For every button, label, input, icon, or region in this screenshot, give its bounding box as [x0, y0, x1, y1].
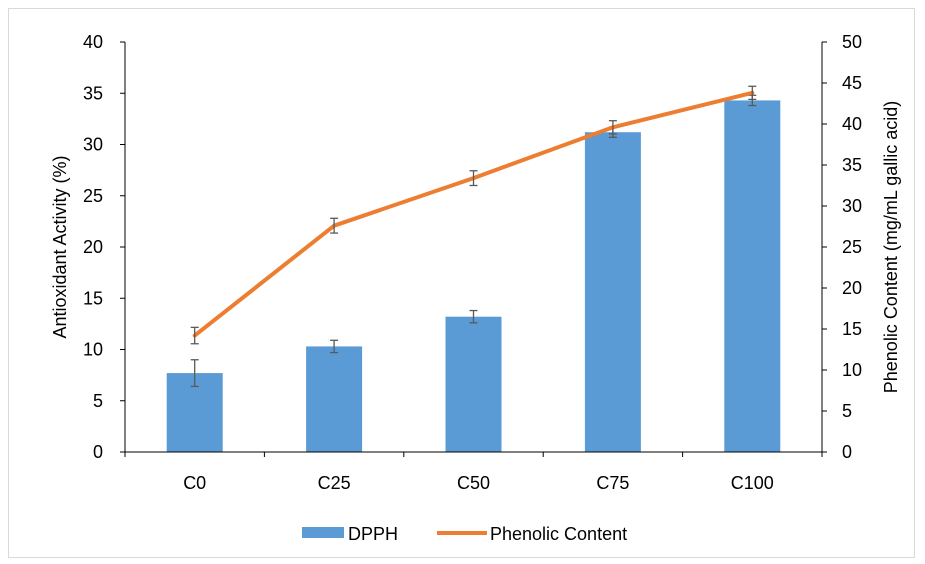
phenolic-line [192, 90, 755, 338]
left-axis-ticks: 0 5 10 15 20 25 30 35 40 [83, 32, 125, 462]
right-tick-label: 50 [842, 32, 862, 52]
bar-c25 [306, 346, 363, 452]
bar-c75 [584, 132, 641, 452]
right-axis-title: Phenolic Content (mg/mL gallic acid) [881, 101, 901, 393]
right-tick-label: 30 [842, 196, 862, 216]
bar-error-c0 [190, 359, 199, 388]
line-error-c75 [608, 120, 617, 135]
category-label: C75 [596, 473, 629, 493]
left-tick-label: 30 [83, 135, 103, 155]
right-tick-label: 0 [842, 442, 852, 462]
legend: DPPH Phenolic Content [302, 524, 627, 544]
line-error-c0 [190, 326, 199, 345]
bar-c50 [445, 316, 502, 452]
legend-label-dpph: DPPH [348, 524, 398, 544]
bar-error-c50 [469, 309, 478, 324]
left-tick-label: 40 [83, 32, 103, 52]
right-tick-label: 45 [842, 73, 862, 93]
left-tick-label: 35 [83, 83, 103, 103]
category-label: C100 [731, 473, 774, 493]
category-labels: C0 C25 C50 C75 C100 [124, 452, 823, 493]
left-tick-label: 10 [83, 340, 103, 360]
line-error-c25 [330, 217, 339, 234]
left-axis-title: Antioxidant Activity (%) [50, 155, 70, 338]
right-tick-label: 25 [842, 237, 862, 257]
category-label: C50 [457, 473, 490, 493]
legend-label-phenolic: Phenolic Content [490, 524, 627, 544]
right-tick-label: 20 [842, 278, 862, 298]
left-tick-label: 25 [83, 186, 103, 206]
right-tick-label: 15 [842, 319, 862, 339]
left-tick-label: 15 [83, 288, 103, 308]
bar-c100 [724, 100, 781, 453]
left-tick-label: 5 [93, 391, 103, 411]
right-axis-ticks: 0 5 10 15 20 25 30 35 40 45 50 [822, 32, 862, 462]
right-tick-label: 40 [842, 114, 862, 134]
category-label: C25 [318, 473, 351, 493]
left-tick-label: 20 [83, 237, 103, 257]
right-tick-label: 5 [842, 401, 852, 421]
right-tick-label: 35 [842, 155, 862, 175]
bar-error-c25 [330, 339, 339, 354]
right-tick-label: 10 [842, 360, 862, 380]
line-error-c100 [748, 85, 757, 101]
category-label: C0 [183, 473, 206, 493]
left-tick-label: 0 [93, 442, 103, 462]
bar-series [166, 100, 781, 453]
line-error-bars [190, 85, 757, 345]
legend-swatch-dpph [302, 527, 344, 538]
line-error-c50 [469, 170, 478, 187]
